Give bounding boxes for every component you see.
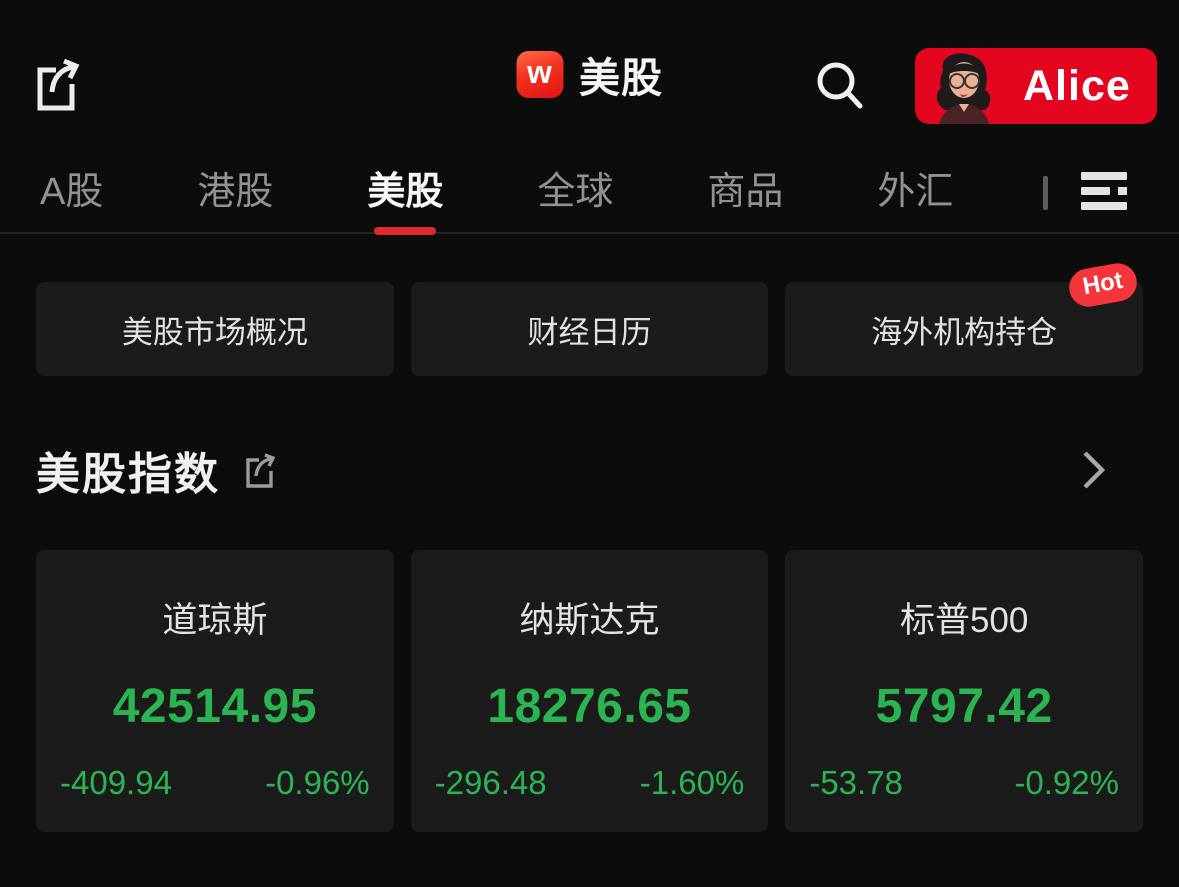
index-name: 道琼斯 xyxy=(162,601,268,640)
tab-overflow-sliver xyxy=(1043,176,1048,210)
index-change-row: -296.48 -1.60% xyxy=(431,764,749,802)
section-share-icon[interactable] xyxy=(242,450,280,490)
index-value: 18276.65 xyxy=(487,680,692,733)
index-change-pct: -0.96% xyxy=(265,764,370,801)
share-icon[interactable] xyxy=(28,52,86,114)
wind-app-logo: w xyxy=(516,50,563,98)
tab-us-stocks[interactable]: 美股 xyxy=(367,160,443,221)
index-change-pct: -0.92% xyxy=(1014,764,1119,801)
quick-link-us-market-overview[interactable]: 美股市场概况 xyxy=(36,282,394,376)
tab-forex[interactable]: 外汇 xyxy=(877,170,954,213)
index-change: -296.48 xyxy=(434,764,547,801)
section-title: 美股指数 xyxy=(36,450,220,499)
index-name: 纳斯达克 xyxy=(519,601,660,640)
tab-global[interactable]: 全球 xyxy=(537,170,614,213)
index-change-row: -409.94 -0.96% xyxy=(56,764,374,802)
us-indices-cards: 道琼斯 42514.95 -409.94 -0.96% 纳斯达克 18276.6… xyxy=(36,550,1143,832)
index-value: 5797.42 xyxy=(875,680,1053,733)
quick-link-label: 美股市场概况 xyxy=(121,314,308,350)
alice-assistant-button[interactable]: Alice xyxy=(915,48,1157,124)
market-tabbar: A股 港股 美股 全球 商品 外汇 xyxy=(0,148,1179,234)
tabs-more-menu-icon[interactable] xyxy=(1081,172,1127,212)
index-name: 标普500 xyxy=(899,601,1029,640)
quick-links-row: 美股市场概况 财经日历 海外机构持仓 Hot xyxy=(36,260,1143,376)
hot-badge: Hot xyxy=(1066,260,1140,310)
alice-label: Alice xyxy=(1023,61,1131,110)
header-bar: w 美股 Alice xyxy=(0,0,1179,148)
tab-hk-stocks[interactable]: 港股 xyxy=(197,170,274,213)
search-icon[interactable] xyxy=(813,58,865,112)
logo-letter: w xyxy=(527,54,552,90)
index-change: -53.78 xyxy=(809,764,903,801)
quick-link-label: 海外机构持仓 xyxy=(871,314,1058,350)
page-title: 美股 xyxy=(579,55,663,101)
tab-a-shares[interactable]: A股 xyxy=(40,170,104,213)
header-title-group: w 美股 xyxy=(516,44,663,104)
index-change-pct: -1.60% xyxy=(639,764,745,801)
tab-commodities[interactable]: 商品 xyxy=(707,170,784,213)
index-card-dow-jones[interactable]: 道琼斯 42514.95 -409.94 -0.96% xyxy=(36,550,394,832)
avatar xyxy=(936,53,991,124)
quick-link-label: 财经日历 xyxy=(527,314,652,350)
index-value: 42514.95 xyxy=(112,680,317,733)
us-indices-section-header: 美股指数 xyxy=(36,440,1143,500)
quick-link-finance-calendar[interactable]: 财经日历 xyxy=(410,282,769,376)
index-change: -409.94 xyxy=(60,764,172,801)
index-card-sp500[interactable]: 标普500 5797.42 -53.78 -0.92% xyxy=(785,550,1143,832)
quick-link-overseas-holdings[interactable]: 海外机构持仓 Hot xyxy=(785,260,1143,376)
index-change-row: -53.78 -0.92% xyxy=(805,764,1123,802)
chevron-right-icon[interactable] xyxy=(1081,447,1107,493)
index-card-nasdaq[interactable]: 纳斯达克 18276.65 -296.48 -1.60% xyxy=(410,550,769,832)
